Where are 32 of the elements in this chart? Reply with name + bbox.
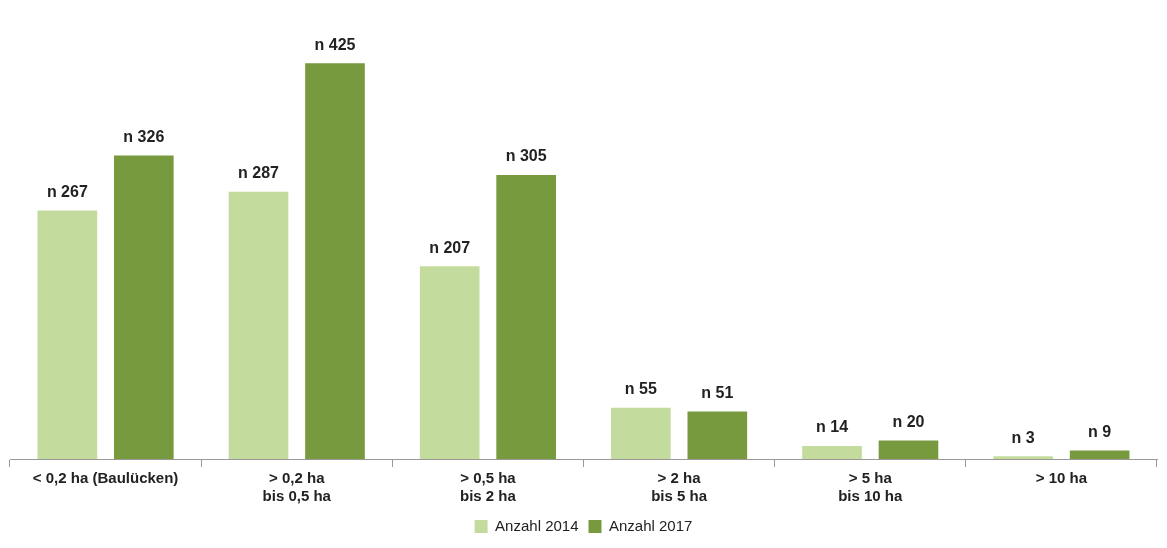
data-label: n 425 <box>314 35 356 53</box>
data-label: n 3 <box>1011 428 1035 446</box>
x-tick-label: > 10 ha <box>1035 469 1088 487</box>
x-tick-label: < 0,2 ha (Baulücken) <box>32 469 179 487</box>
data-label: n 14 <box>816 418 849 436</box>
data-label: n 267 <box>46 182 88 200</box>
bar <box>114 155 174 459</box>
bar <box>228 191 289 459</box>
x-tick-label: > 0,5 ha bis 2 ha <box>459 469 517 505</box>
data-label: n 20 <box>892 412 925 430</box>
data-label: n 9 <box>1088 423 1112 441</box>
data-label: n 287 <box>238 164 280 182</box>
bar <box>37 210 98 459</box>
data-label: n 55 <box>624 380 657 398</box>
bar <box>611 407 671 459</box>
data-label: n 207 <box>429 238 471 256</box>
data-label: n 326 <box>123 127 165 145</box>
x-tick-label: > 5 ha bis 10 ha <box>838 469 903 505</box>
bar <box>878 440 939 459</box>
data-label: n 51 <box>701 383 734 401</box>
x-tick-label: > 2 ha bis 5 ha <box>651 469 708 505</box>
x-tick-label: > 0,2 ha bis 0,5 ha <box>262 469 332 505</box>
bar <box>993 456 1054 459</box>
data-label: n 305 <box>505 147 547 165</box>
bar <box>802 445 862 459</box>
bar <box>687 411 748 459</box>
legend-label: Anzahl 2017 <box>609 516 693 534</box>
bar <box>1069 450 1130 459</box>
bar <box>305 63 365 459</box>
bar <box>496 175 556 459</box>
legend-label: Anzahl 2014 <box>495 516 579 534</box>
bar <box>419 266 480 459</box>
